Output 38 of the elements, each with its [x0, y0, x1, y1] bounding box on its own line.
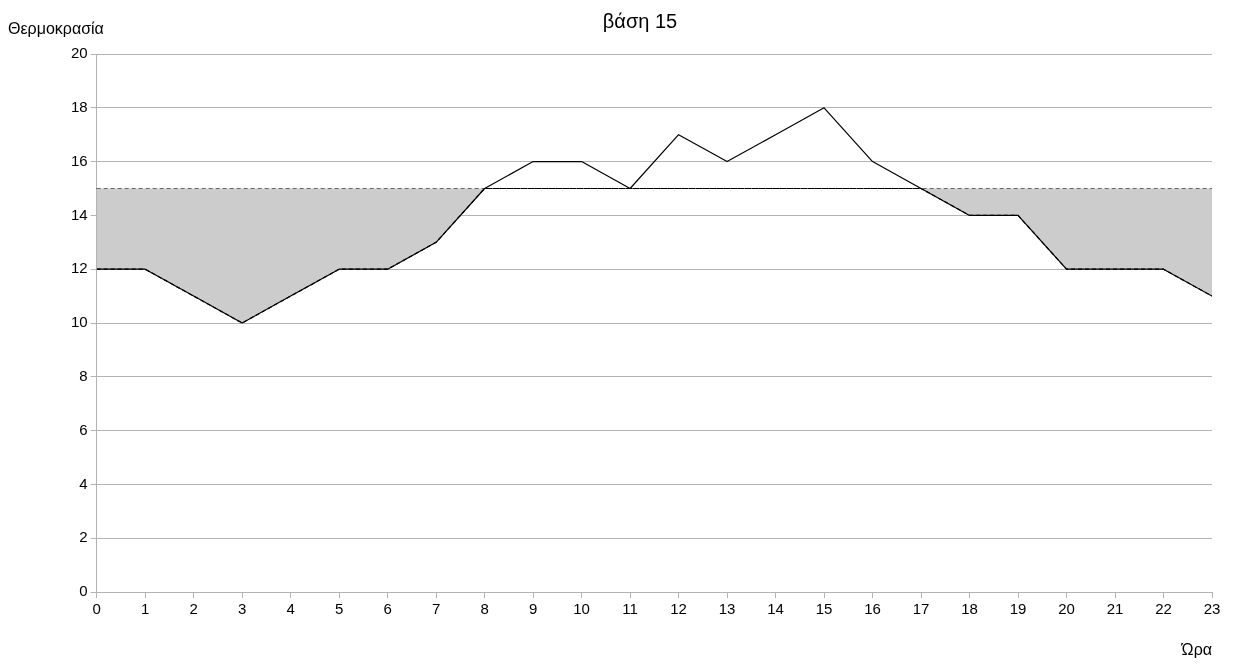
x-axis-title: Ώρα: [1180, 641, 1212, 659]
y-tick-label: 16: [71, 151, 88, 169]
y-axis-title: Θερμοκρασία: [8, 20, 104, 38]
x-tick-label: 8: [480, 600, 489, 618]
x-tick-label: 4: [286, 600, 295, 618]
x-tick-label: 15: [815, 600, 833, 618]
x-tick-label: 7: [431, 600, 441, 618]
y-tick-label: 0: [79, 582, 88, 600]
x-tick-label: 23: [1203, 600, 1221, 618]
x-tick-label: 6: [383, 600, 392, 618]
y-tick-label: 18: [71, 97, 88, 115]
x-tick-label: 9: [528, 600, 538, 618]
x-tick-label: 21: [1106, 600, 1124, 618]
y-tick-label: 6: [79, 420, 88, 438]
x-tick-label: 14: [767, 600, 784, 618]
x-tick-label: 3: [237, 600, 247, 618]
x-tick-label: 5: [334, 600, 344, 618]
x-tick-label: 22: [1155, 600, 1172, 618]
x-tick-label: 16: [864, 600, 881, 618]
x-tick-label: 19: [1009, 600, 1027, 618]
y-tick-label: 12: [71, 259, 88, 277]
y-tick-label: 8: [79, 366, 88, 384]
x-tick-label: 1: [141, 600, 150, 618]
y-tick-label: 20: [71, 44, 88, 62]
y-tick-label: 2: [79, 528, 88, 546]
x-tick-label: 10: [573, 600, 590, 618]
y-tick-label: 4: [79, 474, 88, 492]
chart-title: βάση 15: [602, 9, 678, 32]
y-tick-label: 10: [71, 313, 88, 331]
x-tick-label: 13: [718, 600, 736, 618]
x-tick-label: 11: [622, 600, 638, 618]
x-tick-label: 20: [1058, 600, 1075, 618]
x-tick-label: 0: [92, 600, 101, 618]
x-tick-label: 17: [912, 600, 930, 618]
x-tick-label: 12: [670, 600, 687, 618]
x-tick-label: 2: [189, 600, 198, 618]
x-tick-label: 18: [961, 600, 978, 618]
y-tick-label: 14: [71, 205, 88, 223]
